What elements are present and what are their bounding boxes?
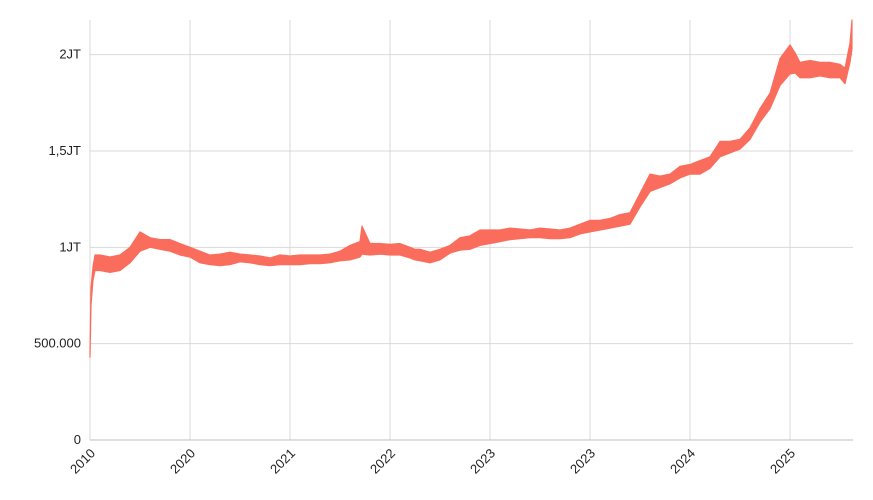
series-0-band [89, 19, 853, 358]
x-tick-label: 2023 [567, 446, 598, 477]
x-tick-label: 2023 [467, 446, 498, 477]
x-tick-label: 2010 [67, 446, 98, 477]
y-tick-label: 2JT [59, 47, 81, 62]
x-tick-label: 2024 [667, 446, 698, 477]
x-tick-label: 2025 [767, 446, 798, 477]
y-tick-label: 1,5JT [48, 143, 81, 158]
y-tick-labels: 0 500.000 1JT 1,5JT 2JT [34, 47, 81, 447]
y-tick-label: 1JT [59, 239, 81, 254]
series-band [89, 19, 853, 358]
x-tick-labels: 2010 2020 2021 2022 2023 2023 2024 2025 [67, 446, 798, 477]
grid-lines [89, 20, 853, 440]
x-tick-label: 2022 [367, 446, 398, 477]
y-tick-label: 0 [74, 432, 81, 447]
x-tick-label: 2020 [167, 446, 198, 477]
y-tick-label: 500.000 [34, 336, 81, 351]
x-tick-label: 2021 [267, 446, 298, 477]
